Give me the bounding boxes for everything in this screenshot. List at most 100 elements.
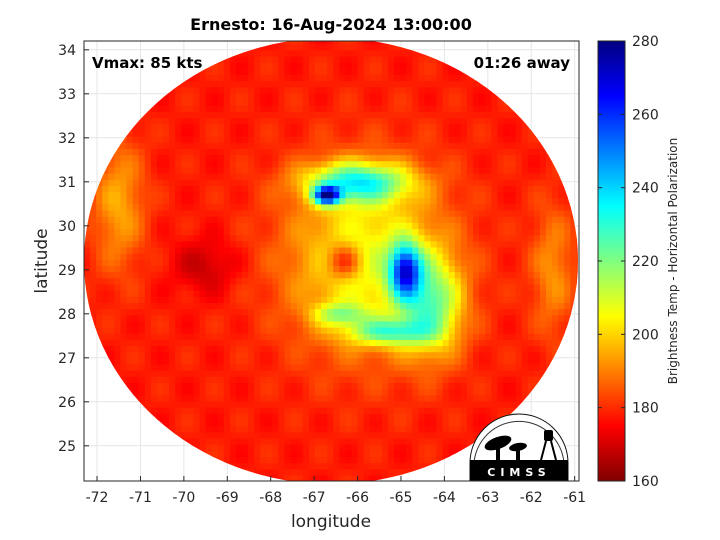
heatmap-cell xyxy=(387,253,395,260)
heatmap-cell xyxy=(466,345,474,353)
heatmap-cell xyxy=(351,105,359,112)
heatmap-cell xyxy=(473,363,480,371)
heatmap-cell xyxy=(144,191,152,199)
heatmap-cell xyxy=(363,296,371,303)
heatmap-cell xyxy=(272,302,280,310)
heatmap-cell xyxy=(235,148,243,156)
heatmap-cell xyxy=(466,271,474,279)
heatmap-cell xyxy=(448,290,456,297)
heatmap-cell xyxy=(339,400,346,408)
heatmap-cell xyxy=(199,228,207,236)
heatmap-cell xyxy=(181,357,188,365)
heatmap-cell xyxy=(351,123,359,131)
heatmap-cell xyxy=(229,55,237,63)
heatmap-cell xyxy=(187,345,195,353)
heatmap-cell xyxy=(387,357,395,365)
heatmap-cell xyxy=(485,271,492,279)
heatmap-cell xyxy=(150,129,158,137)
heatmap-cell xyxy=(272,376,280,384)
heatmap-cell xyxy=(211,216,219,223)
heatmap-cell xyxy=(181,314,188,322)
heatmap-cell xyxy=(193,283,201,291)
heatmap-cell xyxy=(491,302,498,310)
heatmap-cell xyxy=(150,314,158,322)
heatmap-cell xyxy=(369,357,377,365)
heatmap-cell xyxy=(394,468,401,476)
heatmap-cell xyxy=(205,450,213,457)
heatmap-cell xyxy=(290,68,298,76)
heatmap-cell xyxy=(369,253,377,260)
heatmap-cell xyxy=(418,99,426,106)
heatmap-cell xyxy=(120,154,128,162)
heatmap-cell xyxy=(315,468,322,476)
heatmap-cell xyxy=(351,148,359,156)
heatmap-cell xyxy=(302,62,310,69)
heatmap-cell xyxy=(430,431,438,439)
heatmap-cell xyxy=(156,234,164,242)
heatmap-cell xyxy=(308,62,316,69)
heatmap-cell xyxy=(96,327,103,334)
heatmap-cell xyxy=(315,123,322,131)
heatmap-cell xyxy=(175,425,182,433)
heatmap-cell xyxy=(357,314,365,322)
heatmap-cell xyxy=(284,173,292,180)
heatmap-cell xyxy=(290,99,298,106)
heatmap-cell xyxy=(473,129,480,137)
heatmap-cell xyxy=(394,80,401,88)
heatmap-cell xyxy=(290,62,298,69)
heatmap-cell xyxy=(442,142,450,149)
heatmap-cell xyxy=(138,154,146,162)
heatmap-cell xyxy=(302,160,310,168)
heatmap-cell xyxy=(351,302,359,310)
heatmap-cell xyxy=(369,382,377,390)
heatmap-cell xyxy=(412,400,419,408)
heatmap-cell xyxy=(205,308,213,316)
heatmap-cell xyxy=(235,456,243,464)
heatmap-cell xyxy=(120,357,128,365)
heatmap-cell xyxy=(126,222,134,230)
heatmap-cell xyxy=(497,302,505,310)
heatmap-cell xyxy=(290,259,298,266)
heatmap-cell xyxy=(497,216,505,223)
heatmap-cell xyxy=(187,351,195,359)
heatmap-cell xyxy=(497,400,505,408)
heatmap-cell xyxy=(430,382,438,390)
heatmap-cell xyxy=(381,370,389,377)
heatmap-cell xyxy=(394,444,401,451)
heatmap-cell xyxy=(296,425,304,433)
heatmap-cell xyxy=(387,179,395,186)
heatmap-cell xyxy=(284,41,292,45)
heatmap-cell xyxy=(479,123,486,131)
heatmap-cell xyxy=(308,283,316,291)
heatmap-cell xyxy=(491,111,498,119)
heatmap-cell xyxy=(333,234,340,242)
heatmap-cell xyxy=(199,277,207,285)
heatmap-cell xyxy=(466,191,474,199)
heatmap-cell xyxy=(260,425,267,433)
heatmap-cell xyxy=(296,166,304,174)
heatmap-cell xyxy=(272,203,280,211)
heatmap-cell xyxy=(248,394,255,402)
heatmap-cell xyxy=(406,111,413,119)
heatmap-cell xyxy=(315,86,322,94)
heatmap-cell xyxy=(430,185,438,193)
heatmap-cell xyxy=(454,142,462,149)
heatmap-cell xyxy=(315,462,322,470)
heatmap-cell xyxy=(460,86,468,94)
heatmap-cell xyxy=(96,253,103,260)
heatmap-cell xyxy=(156,277,164,285)
heatmap-cell xyxy=(375,191,383,199)
heatmap-cell xyxy=(339,327,346,334)
heatmap-cell xyxy=(156,222,164,230)
heatmap-cell xyxy=(187,222,195,230)
heatmap-cell xyxy=(333,197,340,205)
heatmap-cell xyxy=(211,160,219,168)
heatmap-cell xyxy=(175,400,182,408)
heatmap-cell xyxy=(223,246,231,254)
heatmap-cell xyxy=(339,234,346,242)
heatmap-cell xyxy=(278,382,286,390)
heatmap-cell xyxy=(406,99,413,106)
heatmap-cell xyxy=(254,419,261,427)
heatmap-cell xyxy=(199,302,207,310)
heatmap-cell xyxy=(302,339,310,347)
